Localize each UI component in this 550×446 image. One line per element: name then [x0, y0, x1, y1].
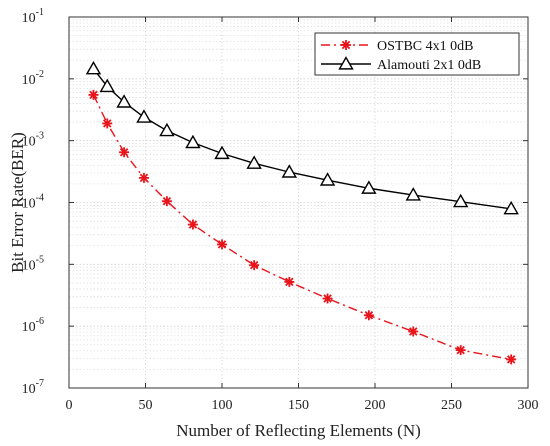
legend-label: OSTBC 4x1 0dB	[377, 39, 473, 54]
data-point	[246, 155, 262, 169]
series-group	[85, 60, 519, 365]
y-tick-label: 10-7	[22, 378, 44, 397]
data-point	[408, 326, 419, 337]
x-axis-label: Number of Reflecting Elements (N)	[176, 421, 421, 440]
asterisk-stroke	[188, 220, 198, 229]
data-point	[99, 78, 115, 93]
data-point	[281, 164, 298, 178]
asterisk-stroke	[162, 196, 172, 206]
y-tick-label: 10-3	[22, 131, 44, 150]
x-tick-label: 150	[288, 398, 309, 413]
x-tick-label: 0	[66, 398, 73, 413]
asterisk-stroke	[341, 40, 351, 50]
series-line	[92, 68, 512, 210]
asterisk-stroke	[456, 345, 465, 355]
y-tick-label: 10-6	[22, 316, 44, 335]
data-point	[455, 345, 466, 356]
data-point	[136, 109, 152, 123]
data-point	[405, 187, 421, 201]
y-tick-label: 10-1	[22, 7, 44, 26]
asterisk-stroke	[89, 90, 98, 100]
data-point	[119, 147, 130, 158]
data-point	[161, 196, 172, 207]
data-point	[138, 172, 149, 183]
asterisk-stroke	[249, 260, 259, 270]
y-tick-label: 10-2	[22, 69, 44, 88]
x-tick-label: 50	[139, 398, 153, 413]
grid	[68, 17, 529, 389]
asterisk-stroke	[217, 240, 227, 249]
series-line	[92, 94, 512, 361]
data-point	[187, 219, 198, 230]
legend: OSTBC 4x1 0dB Alamouti 2x1 0dB	[314, 32, 520, 76]
series-0	[88, 89, 517, 365]
asterisk-stroke	[364, 311, 374, 320]
ticks: 0 50 100 150 200 250 300 10-7 10-6 10-5 10-4 10-3 10…	[22, 7, 539, 413]
data-point	[217, 239, 227, 250]
asterisk-stroke	[506, 355, 516, 364]
data-point	[503, 200, 519, 215]
asterisk-stroke	[103, 119, 112, 128]
data-point	[85, 60, 102, 75]
data-point	[185, 134, 201, 149]
asterisk-stroke	[139, 173, 149, 183]
data-point	[116, 94, 132, 108]
data-point	[284, 276, 295, 287]
legend-label: Alamouti 2x1 0dB	[377, 58, 481, 73]
data-point	[214, 145, 230, 160]
data-point	[88, 89, 99, 100]
x-tick-label: 300	[518, 398, 539, 413]
data-point	[363, 310, 374, 321]
legend-marker	[338, 56, 354, 70]
asterisk-stroke	[119, 147, 129, 157]
x-tick-label: 100	[212, 398, 233, 413]
data-point	[361, 180, 377, 194]
data-point	[102, 118, 113, 129]
y-tick-label: 10-4	[22, 193, 44, 212]
data-point	[249, 260, 260, 271]
data-point	[506, 354, 517, 365]
asterisk-stroke	[409, 327, 418, 336]
asterisk-stroke	[285, 277, 294, 287]
y-axis-label: Bit Error Rate(BER)	[8, 132, 27, 273]
y-tick-label: 10-5	[22, 254, 44, 273]
series-1	[85, 60, 519, 215]
x-tick-label: 200	[365, 398, 386, 413]
x-tick-label: 250	[441, 398, 462, 413]
data-point	[159, 122, 175, 137]
legend-marker	[341, 40, 351, 50]
data-point	[452, 193, 469, 208]
data-point	[322, 293, 333, 304]
data-point	[319, 172, 336, 186]
asterisk-stroke	[323, 294, 332, 303]
